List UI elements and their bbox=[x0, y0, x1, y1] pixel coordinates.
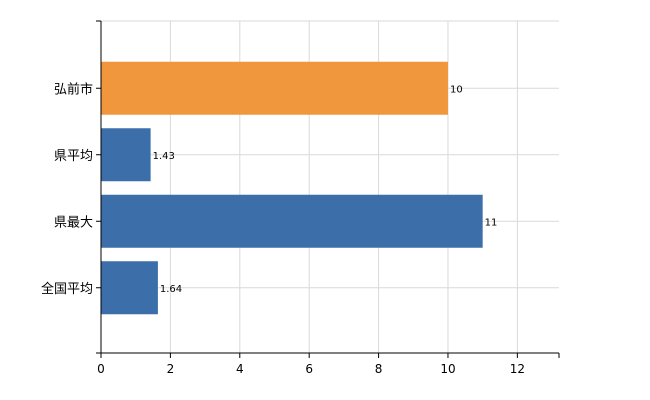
bar-value-label: 1.64 bbox=[160, 284, 182, 295]
x-tick-label: 4 bbox=[236, 362, 244, 376]
bar-value-label: 11 bbox=[485, 217, 498, 228]
data-labels: 10 1.43 11 1.64 bbox=[153, 84, 498, 295]
x-tick-label: 8 bbox=[375, 362, 383, 376]
x-tick-label: 0 bbox=[97, 362, 105, 376]
x-ticks: 0 2 4 6 8 10 12 bbox=[97, 353, 560, 376]
bar bbox=[101, 194, 483, 248]
bar bbox=[101, 261, 158, 315]
bar-value-label: 1.43 bbox=[153, 151, 175, 162]
category-label: 弘前市 bbox=[54, 81, 93, 97]
category-label: 県平均 bbox=[54, 149, 93, 164]
bar bbox=[101, 61, 448, 115]
category-label: 全国平均 bbox=[41, 281, 93, 297]
x-tick-label: 10 bbox=[440, 362, 455, 376]
x-tick-label: 6 bbox=[305, 362, 313, 376]
bar-value-label: 10 bbox=[450, 84, 463, 95]
x-tick-label: 2 bbox=[167, 362, 175, 376]
bars bbox=[101, 61, 483, 315]
axes bbox=[100, 21, 559, 354]
category-label: 県最大 bbox=[54, 215, 93, 230]
bar bbox=[101, 128, 151, 182]
x-tick-label: 12 bbox=[510, 362, 525, 376]
